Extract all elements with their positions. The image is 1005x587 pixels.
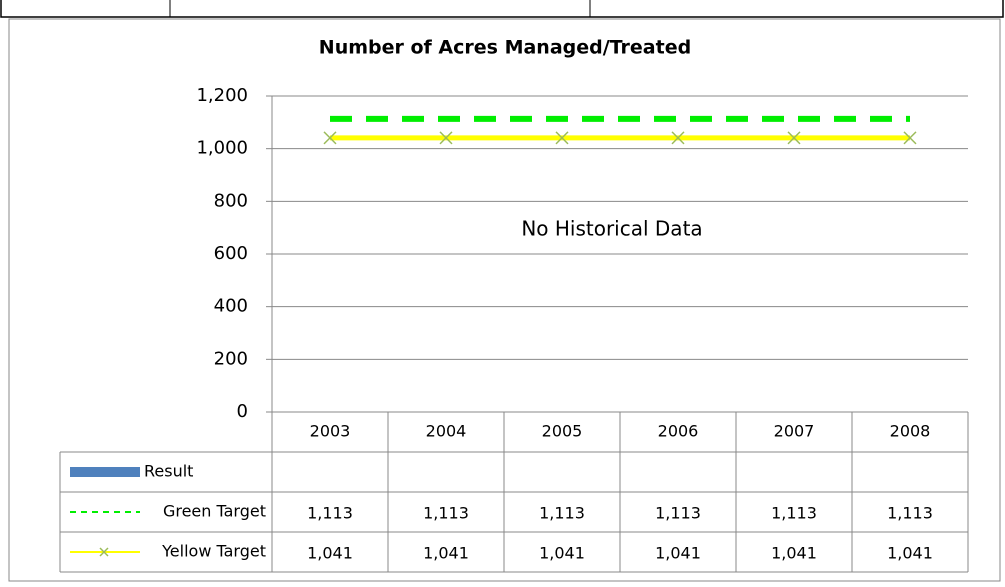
table-value: 1,041 — [887, 544, 933, 563]
x-tick-label: 2003 — [310, 422, 351, 441]
table-value: 1,041 — [655, 544, 701, 563]
marker — [439, 131, 453, 145]
marker — [671, 131, 685, 145]
table-value: 1,041 — [423, 544, 469, 563]
legend-marker — [99, 547, 109, 557]
y-tick-label: 800 — [214, 190, 248, 211]
y-tick-label: 200 — [214, 348, 248, 369]
marker — [555, 131, 569, 145]
x-tick-label: 2004 — [426, 422, 467, 441]
x-tick-label: 2006 — [658, 422, 699, 441]
legend-key — [70, 467, 140, 477]
x-tick-label: 2008 — [890, 422, 931, 441]
legend-label: Green Target — [163, 502, 266, 521]
x-tick-label: 2007 — [774, 422, 815, 441]
annotation: No Historical Data — [521, 217, 702, 241]
y-tick-label: 0 — [237, 401, 248, 422]
table-value: 1,113 — [423, 504, 469, 523]
table-value: 1,113 — [539, 504, 585, 523]
table-value: 1,113 — [887, 504, 933, 523]
table-value: 1,113 — [655, 504, 701, 523]
table-value: 1,041 — [307, 544, 353, 563]
legend-label: Yellow Target — [161, 542, 266, 561]
marker — [323, 131, 337, 145]
table-value: 1,113 — [307, 504, 353, 523]
y-tick-label: 400 — [214, 296, 248, 317]
y-tick-label: 600 — [214, 243, 248, 264]
chart-title: Number of Acres Managed/Treated — [319, 37, 691, 59]
top-table-strip — [0, 0, 1004, 18]
table-value: 1,041 — [539, 544, 585, 563]
table-value: 1,113 — [771, 504, 817, 523]
marker — [903, 131, 917, 145]
table-value: 1,041 — [771, 544, 817, 563]
y-tick-label: 1,000 — [196, 138, 248, 159]
x-tick-label: 2005 — [542, 422, 583, 441]
legend-label: Result — [144, 462, 193, 481]
marker — [787, 131, 801, 145]
y-tick-label: 1,200 — [196, 85, 248, 106]
